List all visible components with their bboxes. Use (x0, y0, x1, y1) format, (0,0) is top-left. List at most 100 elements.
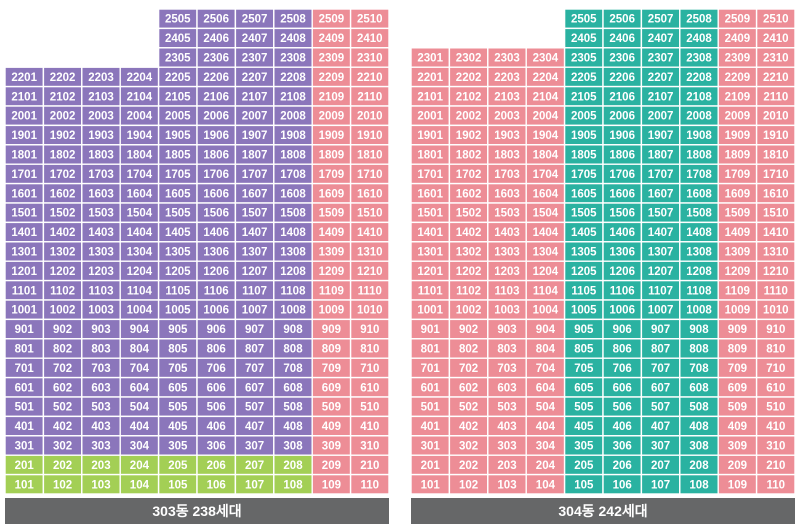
unit-2405: 2405 (563, 27, 604, 49)
unit-number: 1710 (763, 169, 789, 181)
unit-number: 1803 (88, 150, 114, 162)
unit-number: 504 (536, 402, 556, 414)
unit-number: 701 (421, 363, 441, 375)
unit-number: 403 (497, 421, 516, 433)
unit-number: 1510 (763, 208, 789, 220)
unit-308: 308 (273, 435, 313, 456)
unit-1907: 1907 (234, 124, 275, 146)
unit-number: 2510 (357, 14, 383, 26)
unit-number: 1407 (648, 227, 674, 239)
unit-310: 310 (755, 435, 795, 456)
unit-number: 1007 (648, 305, 674, 317)
unit-number: 1808 (280, 150, 306, 162)
unit-number: 1107 (648, 285, 673, 297)
unit-1703: 1703 (81, 163, 121, 185)
unit-number: 1501 (417, 208, 443, 220)
unit-1509: 1509 (717, 202, 758, 224)
unit-605: 605 (157, 376, 198, 398)
unit-number: 806 (613, 344, 632, 356)
unit-1305: 1305 (157, 241, 198, 262)
unit-2508: 2508 (273, 8, 313, 30)
unit-103: 103 (487, 473, 527, 495)
unit-number: 805 (168, 344, 188, 356)
unit-1108: 1108 (679, 279, 719, 301)
unit-number: 901 (15, 324, 35, 336)
unit-1406: 1406 (196, 221, 237, 243)
unit-number: 2509 (725, 14, 751, 26)
unit-1001: 1001 (411, 299, 451, 321)
unit-number: 203 (497, 460, 516, 472)
unit-number: 1506 (203, 208, 229, 220)
unit-2203: 2203 (487, 66, 527, 88)
unit-number: 2109 (319, 91, 345, 103)
unit-201: 201 (5, 454, 45, 476)
unit-2201: 2201 (411, 66, 451, 88)
unit-number: 1108 (687, 285, 713, 297)
unit-number: 1703 (494, 169, 520, 181)
unit-number: 1102 (456, 285, 481, 297)
unit-1210: 1210 (349, 260, 389, 282)
unit-505: 505 (157, 396, 198, 418)
unit-number: 1001 (11, 305, 37, 317)
unit-1204: 1204 (525, 260, 566, 282)
unit-number: 703 (91, 363, 110, 375)
unit-number: 1906 (203, 130, 229, 142)
unit-1702: 1702 (448, 163, 489, 185)
unit-number: 2004 (533, 111, 559, 123)
unit-number: 1507 (648, 208, 674, 220)
unit-number: 306 (207, 441, 226, 453)
unit-1605: 1605 (563, 182, 604, 204)
unit-number: 309 (728, 441, 747, 453)
unit-509: 509 (311, 396, 352, 418)
unit-number: 1708 (686, 169, 712, 181)
unit-number: 803 (91, 344, 110, 356)
unit-number: 604 (536, 382, 556, 394)
unit-number: 1110 (764, 285, 788, 297)
unit-1504: 1504 (525, 202, 566, 224)
unit-1603: 1603 (487, 182, 527, 204)
unit-number: 801 (15, 344, 35, 356)
unit-1507: 1507 (234, 202, 275, 224)
unit-2508: 2508 (679, 8, 719, 30)
unit-2509: 2509 (311, 8, 352, 30)
unit-number: 1409 (319, 227, 345, 239)
unit-2202: 2202 (448, 66, 489, 88)
unit-number: 905 (168, 324, 188, 336)
unit-1708: 1708 (679, 163, 719, 185)
unit-number: 909 (728, 324, 747, 336)
unit-number: 1710 (357, 169, 383, 181)
unit-703: 703 (487, 357, 527, 379)
unit-1002: 1002 (448, 299, 489, 321)
unit-number: 2408 (686, 33, 712, 45)
unit-number: 401 (421, 421, 441, 433)
unit-number: 301 (15, 441, 35, 453)
unit-number: 2106 (203, 91, 229, 103)
unit-number: 1106 (610, 285, 635, 297)
unit-1410: 1410 (349, 221, 389, 243)
unit-1102: 1102 (42, 279, 83, 301)
unit-208: 208 (679, 454, 719, 476)
unit-number: 701 (15, 363, 35, 375)
unit-number: 1704 (533, 169, 559, 181)
unit-number: 903 (497, 324, 516, 336)
unit-705: 705 (563, 357, 604, 379)
unit-number: 1305 (165, 247, 191, 259)
unit-2207: 2207 (640, 66, 681, 88)
unit-number: 1607 (242, 188, 268, 200)
unit-number: 2002 (456, 111, 482, 123)
unit-2110: 2110 (349, 85, 389, 107)
unit-number: 1004 (533, 305, 559, 317)
unit-603: 603 (487, 376, 527, 398)
unit-number: 608 (689, 382, 709, 394)
unit-1004: 1004 (525, 299, 566, 321)
unit-number: 1205 (571, 266, 597, 278)
unit-number: 1106 (204, 285, 229, 297)
unit-204: 204 (119, 454, 160, 476)
unit-number: 2009 (319, 111, 345, 123)
unit-1604: 1604 (119, 182, 160, 204)
unit-number: 1101 (12, 285, 38, 297)
unit-907: 907 (234, 318, 275, 340)
unit-number: 105 (574, 479, 594, 491)
unit-number: 1706 (203, 169, 229, 181)
unit-805: 805 (157, 338, 198, 359)
